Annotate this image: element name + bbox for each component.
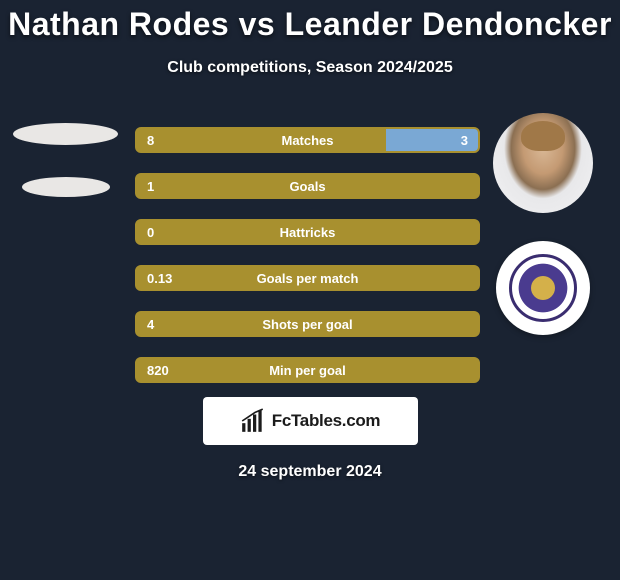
player-left-avatar-placeholder bbox=[13, 123, 118, 145]
stat-bars: 8Matches3 1Goals 0Hattricks 0.13Goals per m… bbox=[135, 127, 480, 383]
stat-right-value: 3 bbox=[461, 133, 468, 148]
page-title: Nathan Rodes vs Leander Dendoncker bbox=[0, 0, 620, 43]
club-badge-icon bbox=[509, 254, 577, 322]
stat-label: Goals bbox=[137, 179, 478, 194]
stat-bar: 1Goals bbox=[135, 173, 480, 199]
chart-icon bbox=[240, 408, 266, 434]
stat-label: Min per goal bbox=[137, 363, 478, 378]
brand-text: FcTables.com bbox=[272, 411, 381, 431]
stat-label: Goals per match bbox=[137, 271, 478, 286]
stat-bar: 820Min per goal bbox=[135, 357, 480, 383]
player-right-avatar bbox=[493, 113, 593, 213]
club-right-badge bbox=[496, 241, 590, 335]
player-right-column bbox=[488, 113, 598, 335]
branding-badge: FcTables.com bbox=[203, 397, 418, 445]
subtitle: Club competitions, Season 2024/2025 bbox=[0, 59, 620, 77]
stat-bar: 0.13Goals per match bbox=[135, 265, 480, 291]
comparison-panel: 8Matches3 1Goals 0Hattricks 0.13Goals per m… bbox=[0, 113, 620, 383]
club-left-badge-placeholder bbox=[22, 177, 110, 197]
stat-bar: 0Hattricks bbox=[135, 219, 480, 245]
player-left-column bbox=[8, 113, 123, 197]
stat-label: Hattricks bbox=[137, 225, 478, 240]
stat-bar: 4Shots per goal bbox=[135, 311, 480, 337]
stat-bar: 8Matches3 bbox=[135, 127, 480, 153]
stat-label: Matches bbox=[137, 133, 478, 148]
stat-label: Shots per goal bbox=[137, 317, 478, 332]
date-text: 24 september 2024 bbox=[0, 463, 620, 481]
